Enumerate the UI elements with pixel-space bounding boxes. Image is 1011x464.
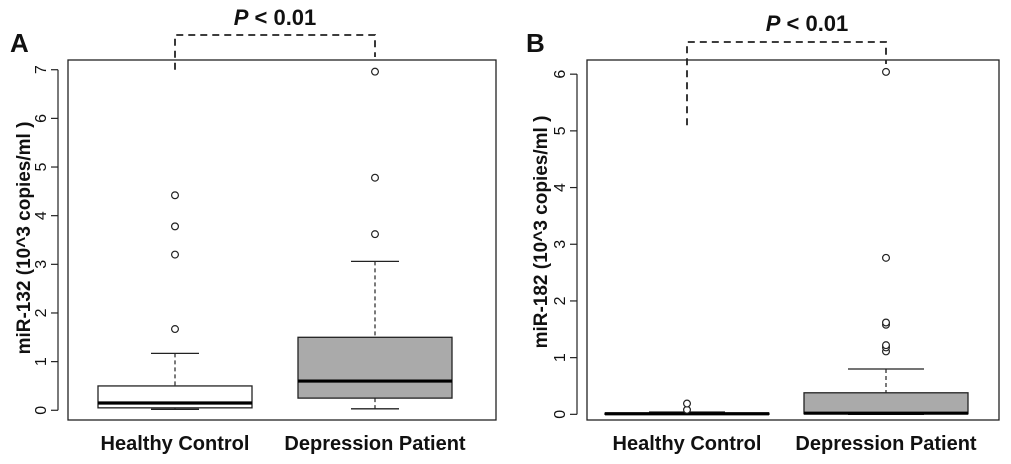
box-1 <box>803 392 969 415</box>
plot-frame-b <box>586 59 1000 421</box>
y-tick-label-a: 2 <box>33 308 50 317</box>
outlier-point <box>881 253 890 262</box>
significance-label-a: P < 0.01 <box>234 5 317 30</box>
significance-bracket-b <box>686 41 887 126</box>
p-threshold-b: < 0.01 <box>780 11 848 36</box>
significance-label-b: P < 0.01 <box>766 11 849 36</box>
y-tick-label-a: 7 <box>33 65 50 74</box>
panel-letter-a: A <box>10 28 29 58</box>
y-tick-label-a: 6 <box>33 114 50 123</box>
y-tick-label-a: 1 <box>33 357 50 366</box>
outlier-point <box>171 250 180 259</box>
outlier-point <box>881 67 890 76</box>
x-tick-label-a-1: Depression Patient <box>284 433 466 455</box>
outlier-point <box>881 318 890 327</box>
panel-a: A miR-132 (10^3 copies/ml ) Healthy Cont… <box>10 5 497 455</box>
outlier-point <box>171 222 180 231</box>
outlier-point <box>682 399 691 408</box>
x-tick-label-b-1: Depression Patient <box>795 433 977 455</box>
outlier-point <box>881 341 890 350</box>
panel-b: B miR-182 (10^3 copies/ml ) Healthy Cont… <box>526 11 1000 455</box>
outlier-point <box>171 325 180 334</box>
outlier-point <box>171 191 180 200</box>
y-tick-label-a: 5 <box>33 162 50 171</box>
y-tick-label-b: 4 <box>552 183 569 192</box>
y-tick-label-b: 5 <box>552 126 569 135</box>
y-tick-label-b: 6 <box>552 70 569 79</box>
y-tick-label-b: 3 <box>552 240 569 249</box>
plot-frame-a <box>67 59 497 421</box>
y-tick-label-a: 3 <box>33 260 50 269</box>
p-symbol-a: P <box>234 5 249 30</box>
p-symbol-b: P <box>766 11 781 36</box>
y-tick-label-a: 0 <box>33 406 50 415</box>
x-tick-label-b-0: Healthy Control <box>613 433 762 455</box>
y-tick-label-a: 4 <box>33 211 50 220</box>
panel-letter-b: B <box>526 28 545 58</box>
significance-bracket-a <box>174 34 376 70</box>
outlier-point <box>371 230 380 239</box>
y-axis-label-a: miR-132 (10^3 copies/ml ) <box>14 122 35 355</box>
box-1 <box>297 336 453 399</box>
y-axis-label-b: miR-182 (10^3 copies/ml ) <box>531 116 552 349</box>
outlier-point <box>371 67 380 76</box>
y-tick-label-b: 2 <box>552 296 569 305</box>
p-threshold-a: < 0.01 <box>248 5 316 30</box>
y-tick-label-b: 0 <box>552 410 569 419</box>
y-tick-label-b: 1 <box>552 353 569 362</box>
x-tick-label-a-0: Healthy Control <box>101 433 250 455</box>
outlier-point <box>371 173 380 182</box>
